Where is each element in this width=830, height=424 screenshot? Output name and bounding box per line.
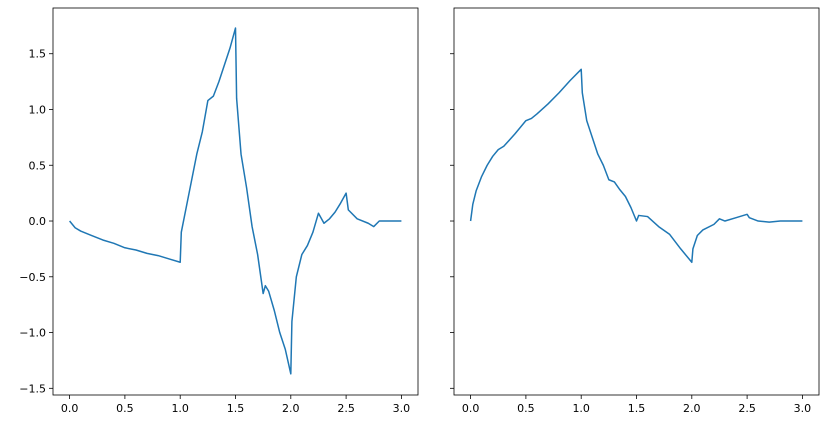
x-tick-label: 1.0 <box>171 402 189 415</box>
x-tick-label: 0.0 <box>462 402 480 415</box>
x-tick-label: 0.0 <box>61 402 79 415</box>
x-tick-label: 1.0 <box>572 402 590 415</box>
y-tick-label: 0.0 <box>29 215 47 228</box>
x-tick-label: 2.5 <box>738 402 756 415</box>
line <box>69 27 402 375</box>
x-tick-label: 1.5 <box>227 402 245 415</box>
x-tick-label: 2.0 <box>683 402 701 415</box>
y-tick-label: 1.0 <box>29 103 47 116</box>
x-tick-label: 1.5 <box>628 402 646 415</box>
x-tick-label: 0.5 <box>517 402 535 415</box>
axes-frame <box>453 7 820 396</box>
x-tick-label: 0.5 <box>116 402 134 415</box>
y-tick-label: 1.5 <box>29 48 47 61</box>
y-tick-label: 0.5 <box>29 159 47 172</box>
line <box>469 68 803 264</box>
y-tick-label: −1.0 <box>19 327 46 340</box>
axes-frame <box>52 7 419 396</box>
y-tick-label: −1.5 <box>19 382 46 395</box>
x-tick-label: 2.0 <box>282 402 300 415</box>
x-tick-label: 3.0 <box>794 402 812 415</box>
y-tick-label: −0.5 <box>19 271 46 284</box>
x-tick-label: 2.5 <box>337 402 355 415</box>
x-tick-label: 3.0 <box>393 402 411 415</box>
